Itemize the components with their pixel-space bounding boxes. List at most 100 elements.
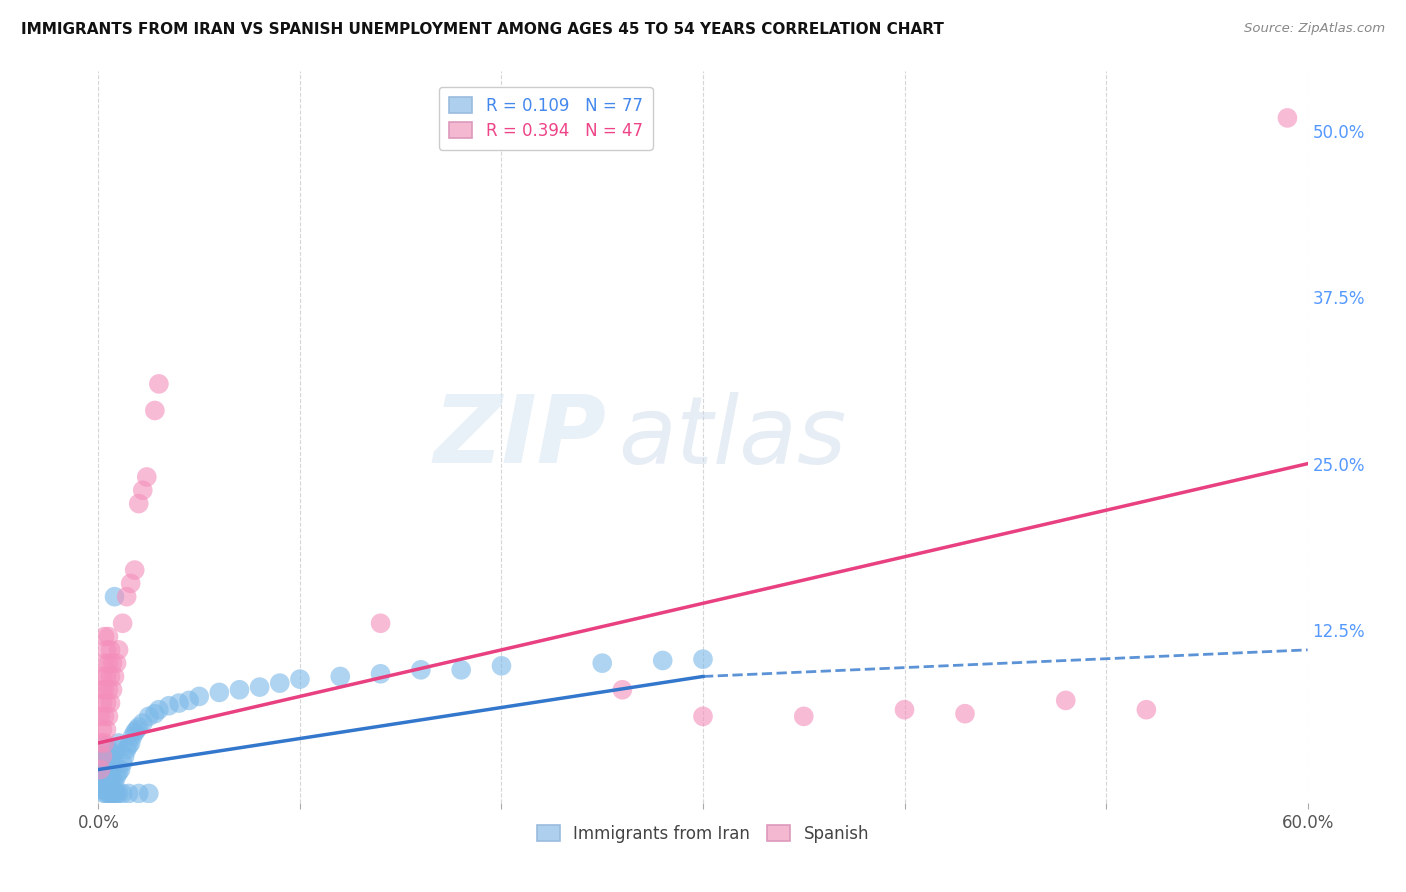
Point <box>96 696 118 710</box>
Point <box>450 663 472 677</box>
Point <box>97 769 120 783</box>
Point <box>100 696 122 710</box>
Point <box>249 680 271 694</box>
Point <box>208 685 231 699</box>
Point <box>105 769 128 783</box>
Point <box>370 616 392 631</box>
Point <box>138 709 160 723</box>
Point <box>93 739 115 753</box>
Point <box>128 497 150 511</box>
Point <box>329 669 352 683</box>
Point <box>135 470 157 484</box>
Point <box>89 763 111 777</box>
Point <box>105 787 128 801</box>
Point <box>167 696 190 710</box>
Point <box>148 376 170 391</box>
Point <box>132 716 155 731</box>
Point <box>97 787 120 801</box>
Point <box>101 773 124 788</box>
Text: Source: ZipAtlas.com: Source: ZipAtlas.com <box>1244 22 1385 36</box>
Point <box>114 749 136 764</box>
Point <box>97 682 120 697</box>
Point <box>120 576 142 591</box>
Text: ZIP: ZIP <box>433 391 606 483</box>
Point <box>97 656 120 670</box>
Point <box>370 666 392 681</box>
Point <box>132 483 155 498</box>
Point <box>91 682 114 697</box>
Point <box>124 725 146 739</box>
Text: atlas: atlas <box>619 392 846 483</box>
Legend: Immigrants from Iran, Spanish: Immigrants from Iran, Spanish <box>530 818 876 849</box>
Point <box>93 630 115 644</box>
Point <box>89 776 111 790</box>
Point <box>91 776 114 790</box>
Point <box>97 742 120 756</box>
Point <box>793 709 815 723</box>
Point <box>143 403 166 417</box>
Point <box>138 787 160 801</box>
Point <box>692 652 714 666</box>
Point <box>124 563 146 577</box>
Point <box>100 643 122 657</box>
Point <box>1054 693 1077 707</box>
Point <box>91 723 114 737</box>
Point <box>101 787 124 801</box>
Point <box>103 776 125 790</box>
Point <box>89 763 111 777</box>
Point <box>953 706 976 721</box>
Point <box>93 736 115 750</box>
Point <box>97 782 120 797</box>
Point <box>128 720 150 734</box>
Point <box>115 590 138 604</box>
Point <box>91 696 114 710</box>
Point <box>96 782 118 797</box>
Point <box>103 787 125 801</box>
Point <box>89 782 111 797</box>
Point <box>288 672 311 686</box>
Point <box>93 773 115 788</box>
Point <box>93 749 115 764</box>
Point <box>612 682 634 697</box>
Point <box>97 709 120 723</box>
Point <box>105 656 128 670</box>
Point <box>143 706 166 721</box>
Point <box>188 690 211 704</box>
Point <box>96 765 118 780</box>
Point <box>97 760 120 774</box>
Point <box>692 709 714 723</box>
Point <box>409 663 432 677</box>
Point <box>118 787 141 801</box>
Point <box>100 787 122 801</box>
Point <box>96 752 118 766</box>
Point <box>115 742 138 756</box>
Point <box>105 742 128 756</box>
Point <box>100 752 122 766</box>
Point <box>100 669 122 683</box>
Point <box>269 676 291 690</box>
Point <box>100 779 122 793</box>
Point <box>228 682 250 697</box>
Point <box>157 698 180 713</box>
Point <box>96 723 118 737</box>
Point <box>148 703 170 717</box>
Point <box>107 736 129 750</box>
Point <box>93 779 115 793</box>
Point <box>118 739 141 753</box>
Point <box>179 693 201 707</box>
Point <box>93 709 115 723</box>
Point <box>100 765 122 780</box>
Point <box>1277 111 1299 125</box>
Point <box>96 643 118 657</box>
Point <box>93 656 115 670</box>
Point <box>121 729 143 743</box>
Point <box>89 736 111 750</box>
Point <box>110 763 132 777</box>
Point <box>107 765 129 780</box>
Point <box>103 669 125 683</box>
Point <box>96 669 118 683</box>
Point <box>893 703 915 717</box>
Point <box>97 630 120 644</box>
Point <box>101 682 124 697</box>
Point <box>103 590 125 604</box>
